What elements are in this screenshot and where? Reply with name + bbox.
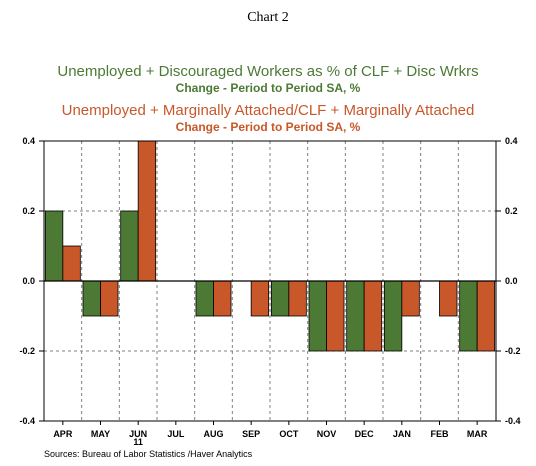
bar-series1-oct (270, 280, 290, 317)
y-tick-label-left: -0.2 (19, 346, 35, 356)
bar-series2-dec (363, 280, 383, 352)
y-tick-label-right: 0.4 (505, 136, 518, 146)
legend-series-1-subtitle: Change - Period to Period SA, % (175, 81, 361, 95)
axis-layer (39, 140, 501, 425)
bar-series2-nov (326, 280, 345, 352)
x-tick-label-sep: SEP (242, 429, 260, 439)
y-tick-label-right: -0.2 (505, 346, 521, 356)
bar-series2-feb (439, 280, 458, 317)
y-tick-label-left: -0.4 (19, 416, 35, 426)
bar-series2-aug (213, 280, 232, 317)
x-year-label: 11 (133, 437, 143, 447)
bar-series1-apr (44, 210, 64, 282)
x-tick-label-mar: MAR (467, 429, 488, 439)
y-tick-label-left: 0.4 (22, 136, 35, 146)
x-tick-label-apr: APR (53, 429, 73, 439)
y-tick-label-left: 0.0 (22, 276, 35, 286)
bar-layer (44, 140, 496, 352)
legend-series-2-subtitle: Change - Period to Period SA, % (175, 120, 361, 134)
x-tick-label-may: MAY (91, 429, 110, 439)
bar-series1-may (82, 280, 101, 317)
y-tick-label-right: 0.0 (505, 276, 518, 286)
y-tick-label-right: 0.2 (505, 206, 518, 216)
legend-series-1-name: Unemployed + Discouraged Workers as % of… (57, 63, 479, 80)
bar-series1-aug (195, 280, 214, 317)
y-tick-label-right: -0.4 (505, 416, 521, 426)
x-tick-label-nov: NOV (317, 429, 337, 439)
bar-series1-jan (383, 280, 403, 352)
y-tick-label-left: 0.2 (22, 206, 35, 216)
label-layer: 0.4 0.4 0.2 0.2 0.0 0.0 -0.2 -0.2 -0.4 -0.4 APR MAY… (19, 136, 520, 447)
legend-series-2-name: Unemployed + Marginally Attached/CLF + M… (61, 102, 475, 119)
x-tick-label-jun: JUN (129, 429, 147, 439)
bar-series1-nov (308, 280, 327, 352)
chart-title: Chart 2 (247, 10, 289, 25)
bar-series1-jun (120, 210, 139, 282)
x-tick-label-dec: DEC (355, 429, 375, 439)
x-tick-label-aug: AUG (204, 429, 224, 439)
bar-series2-may (100, 280, 119, 317)
x-tick-label-jul: JUL (167, 429, 185, 439)
x-tick-label-oct: OCT (279, 429, 299, 439)
bar-series2-mar (476, 280, 496, 352)
bar-series1-dec (346, 280, 365, 352)
bar-series2-jun (137, 140, 157, 282)
x-tick-label-feb: FEB (431, 429, 450, 439)
bar-series2-jan (401, 280, 420, 317)
bar-series2-apr (62, 245, 81, 282)
x-tick-label-jan: JAN (393, 429, 411, 439)
bar-series2-sep (250, 280, 270, 317)
bar-series1-mar (459, 280, 478, 352)
bar-series2-oct (288, 280, 307, 317)
source-note: Sources: Bureau of Labor Statistics /Hav… (44, 449, 253, 459)
